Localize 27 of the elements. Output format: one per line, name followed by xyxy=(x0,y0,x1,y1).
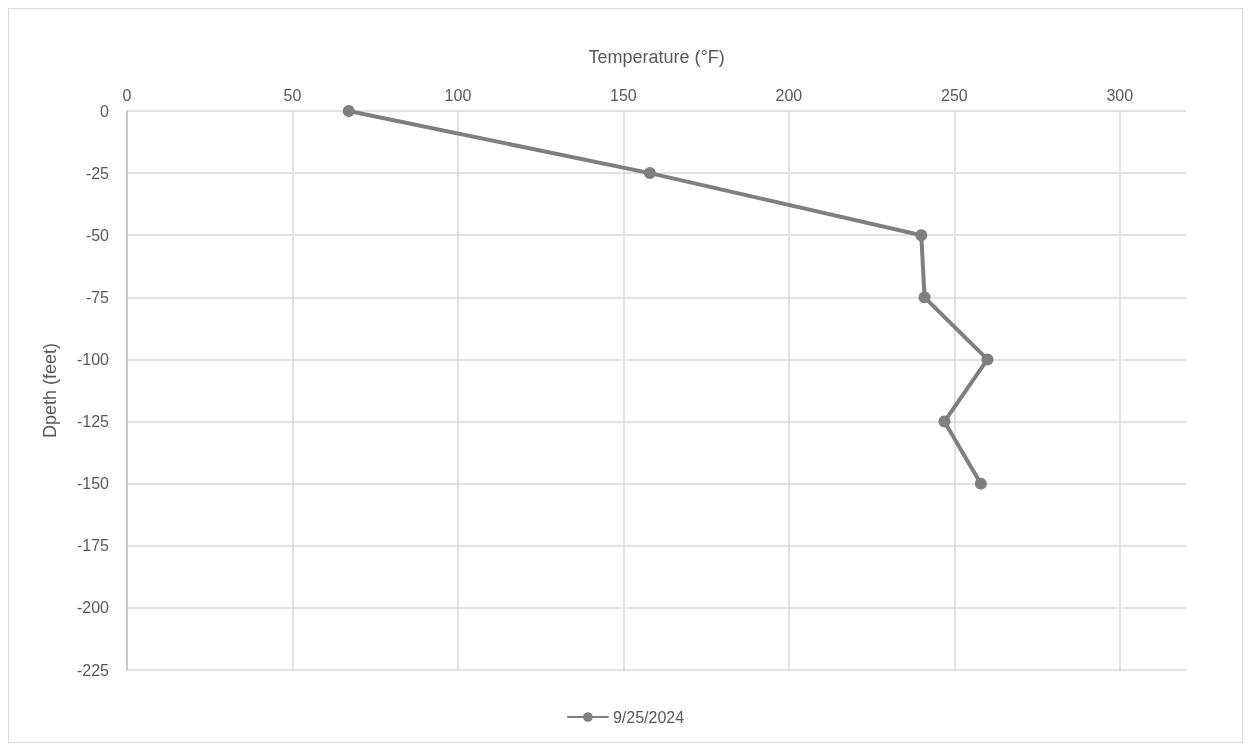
x-tick-label: 0 xyxy=(122,86,132,104)
y-axis-title: Dpeth (feet) xyxy=(40,342,60,439)
point xyxy=(918,291,931,304)
point xyxy=(915,229,928,242)
y-tick-label: -75 xyxy=(85,288,110,306)
point xyxy=(643,167,656,180)
x-tick-label: 200 xyxy=(775,86,803,104)
y-tick-label: -150 xyxy=(76,475,110,493)
y-tick-label: -200 xyxy=(76,599,110,617)
y-tick-label: -125 xyxy=(76,413,110,431)
x-tick-label: 100 xyxy=(444,86,472,104)
y-tick-label: -100 xyxy=(76,350,110,368)
x-tick-label: 150 xyxy=(610,86,637,104)
x-tick-label: 50 xyxy=(283,86,302,104)
y-tick-label: 0 xyxy=(100,102,110,120)
legend-label: 9/25/2024 xyxy=(612,708,685,726)
y-tick-label: -50 xyxy=(85,226,110,244)
point xyxy=(981,353,994,366)
point xyxy=(342,105,355,117)
x-tick-label: 250 xyxy=(940,86,968,104)
point xyxy=(938,415,951,428)
x-axis-title: Temperature (°F) xyxy=(588,47,725,67)
point xyxy=(974,477,987,490)
y-tick-label: -25 xyxy=(85,164,110,182)
y-tick-label: -225 xyxy=(76,661,110,679)
y-tick-label: -175 xyxy=(76,537,110,555)
x-tick-label: 300 xyxy=(1106,86,1134,104)
